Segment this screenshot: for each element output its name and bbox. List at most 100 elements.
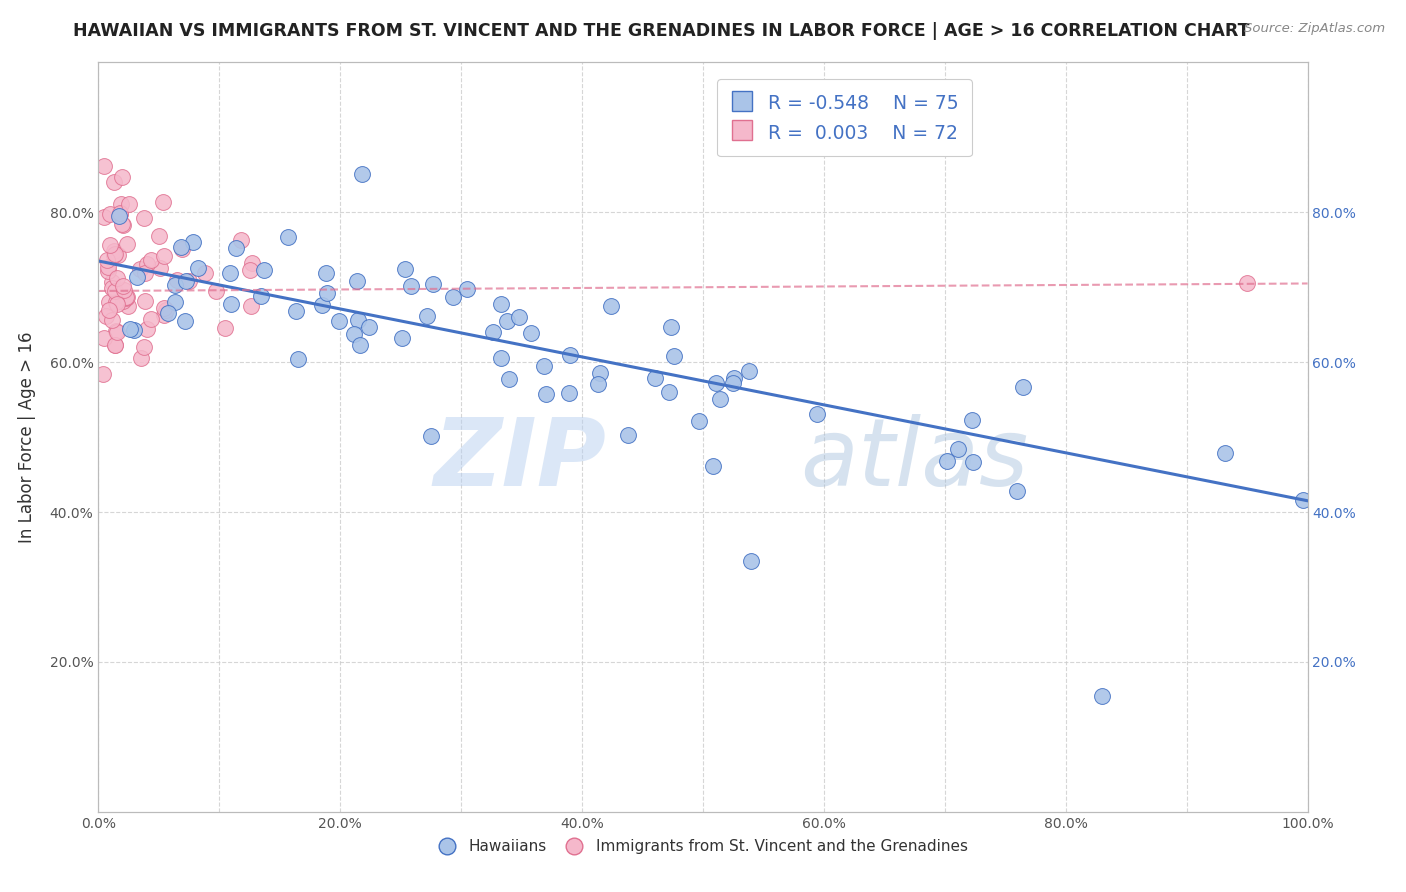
Point [481,325,503,339]
Point [101,313,124,327]
Point [108,210,131,224]
Point [170,242,193,256]
Point [108,205,131,219]
Point [219,266,242,280]
Point [110,197,132,211]
Point [117,196,139,211]
Point [124,323,146,337]
Point [127,270,149,285]
Point [117,236,139,251]
Point [98,207,121,221]
Point [315,266,337,280]
Point [659,319,682,334]
Point [135,322,157,336]
Point [285,303,308,318]
Point [134,340,156,354]
Point [105,325,128,339]
Text: HAWAIIAN VS IMMIGRANTS FROM ST. VINCENT AND THE GRENADINES IN LABOR FORCE | AGE : HAWAIIAN VS IMMIGRANTS FROM ST. VINCENT … [73,22,1249,40]
Point [136,256,159,270]
Point [117,299,139,313]
Point [152,195,174,210]
Point [111,279,134,293]
Point [709,392,731,407]
Point [111,170,134,185]
Point [960,413,983,427]
Point [239,262,262,277]
Point [806,407,828,421]
Point [391,331,413,345]
Point [105,324,128,338]
Point [129,262,152,277]
Point [704,376,727,391]
Point [103,247,125,261]
Point [702,459,724,474]
Point [177,274,200,288]
Point [419,429,441,443]
Point [1292,493,1315,508]
Point [166,272,188,286]
Point [1005,483,1028,498]
Point [97,264,120,278]
Point [401,279,423,293]
Legend: Hawaiians, Immigrants from St. Vincent and the Grenadines: Hawaiians, Immigrants from St. Vincent a… [432,833,974,860]
Point [141,311,163,326]
Point [456,282,478,296]
Point [721,376,744,390]
Point [617,428,640,442]
Point [149,261,172,276]
Point [205,284,228,298]
Point [93,210,115,224]
Text: atlas: atlas [800,414,1028,505]
Point [688,414,710,428]
Point [132,211,155,225]
Point [229,233,252,247]
Point [141,252,163,267]
Point [498,372,520,386]
Point [93,159,115,173]
Point [1236,277,1258,291]
Point [91,367,114,381]
Point [1091,689,1114,703]
Point [129,351,152,365]
Text: ZIP: ZIP [433,414,606,506]
Point [118,322,141,336]
Point [94,309,117,323]
Point [148,228,170,243]
Point [588,376,610,391]
Point [155,302,177,317]
Point [214,321,236,335]
Point [558,348,581,362]
Point [489,351,512,366]
Point [98,303,121,318]
Point [101,281,124,295]
Point [97,260,120,274]
Point [520,326,543,340]
Point [536,387,558,401]
Point [1213,446,1236,460]
Point [169,240,191,254]
Point [394,262,416,277]
Point [111,218,134,232]
Point [111,217,134,231]
Point [219,296,242,310]
Point [103,244,125,259]
Point [253,263,276,277]
Point [107,248,129,262]
Point [156,306,179,320]
Point [533,359,555,373]
Point [100,238,122,252]
Point [935,454,957,468]
Point [153,249,176,263]
Point [491,297,513,311]
Point [349,338,371,352]
Point [225,241,247,255]
Point [163,294,186,309]
Point [108,207,131,221]
Point [441,290,464,304]
Point [343,326,366,341]
Point [664,349,686,363]
Point [105,297,128,311]
Point [962,454,984,468]
Point [115,290,138,304]
Point [96,253,118,268]
